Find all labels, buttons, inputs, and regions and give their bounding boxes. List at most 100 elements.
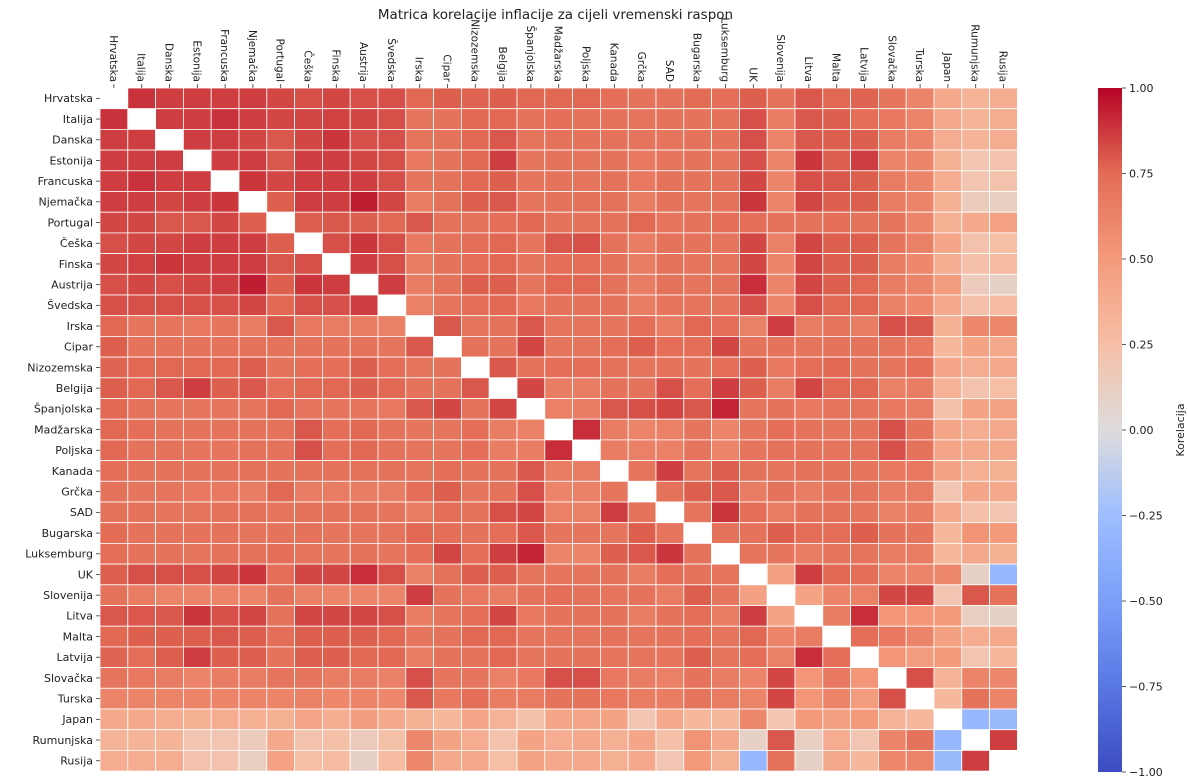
heatmap-cell bbox=[294, 128, 323, 151]
heatmap-cell bbox=[544, 232, 573, 254]
heatmap-cell bbox=[349, 108, 379, 130]
heatmap-cell bbox=[266, 501, 295, 524]
heatmap-cell bbox=[155, 667, 184, 689]
heatmap-cell-diagonal bbox=[711, 543, 740, 565]
heatmap-cell bbox=[516, 750, 546, 772]
heatmap-cell bbox=[794, 750, 824, 772]
heatmap-cell bbox=[238, 87, 268, 110]
heatmap-cell bbox=[488, 480, 518, 503]
heatmap-cell bbox=[349, 563, 379, 586]
heatmap-cell bbox=[850, 501, 879, 524]
heatmap-cell bbox=[127, 356, 157, 379]
heatmap-cell bbox=[600, 232, 629, 254]
heatmap-cell bbox=[460, 294, 490, 317]
heatmap-cell bbox=[210, 128, 240, 151]
heatmap-cell bbox=[544, 356, 573, 379]
heatmap-cell bbox=[266, 149, 295, 172]
heatmap-cell bbox=[544, 543, 573, 565]
heatmap-cell bbox=[794, 729, 824, 751]
row-label: Kanada bbox=[52, 465, 93, 478]
heatmap-cell bbox=[850, 439, 879, 461]
heatmap-cell-diagonal bbox=[294, 232, 323, 254]
heatmap-cell bbox=[961, 87, 990, 110]
heatmap-cell bbox=[516, 646, 546, 669]
heatmap-cell-diagonal bbox=[155, 128, 184, 151]
heatmap-cell bbox=[516, 439, 546, 461]
row-label: Madžarska bbox=[34, 423, 93, 436]
heatmap-cell bbox=[850, 273, 879, 296]
heatmap-cell bbox=[711, 522, 740, 544]
heatmap-cell bbox=[405, 128, 434, 151]
heatmap-cell bbox=[182, 377, 212, 399]
heatmap-cell bbox=[377, 418, 407, 441]
heatmap-cell bbox=[544, 149, 573, 172]
heatmap-cell bbox=[794, 460, 824, 482]
heatmap-cell bbox=[905, 315, 935, 337]
heatmap-cell bbox=[516, 211, 546, 234]
heatmap-cell bbox=[516, 480, 546, 503]
heatmap-cell bbox=[572, 108, 601, 130]
heatmap-cell bbox=[99, 418, 129, 441]
heatmap-cell bbox=[377, 460, 407, 482]
heatmap-cell bbox=[600, 273, 629, 296]
row-label: Italija bbox=[63, 113, 93, 126]
heatmap-cell bbox=[99, 211, 129, 234]
colorbar-gradient bbox=[1098, 88, 1122, 772]
heatmap-cell bbox=[210, 294, 240, 317]
heatmap-cell bbox=[850, 335, 879, 358]
heatmap-cell bbox=[572, 398, 601, 420]
colorbar-tick-label: 0.25 bbox=[1129, 339, 1154, 352]
heatmap-cell bbox=[460, 687, 490, 710]
heatmap-cell bbox=[155, 398, 184, 420]
heatmap-cell bbox=[544, 563, 573, 586]
heatmap-cell bbox=[627, 356, 657, 379]
heatmap-cell bbox=[989, 501, 1018, 524]
heatmap-cell bbox=[210, 273, 240, 296]
column-label: Turska bbox=[913, 47, 925, 82]
heatmap-cell bbox=[961, 294, 990, 317]
column-label: Finska bbox=[329, 49, 341, 82]
heatmap-cell bbox=[766, 128, 796, 151]
row-label: Slovenija bbox=[43, 589, 93, 602]
heatmap-cell bbox=[127, 398, 157, 420]
heatmap-cell bbox=[544, 170, 573, 192]
heatmap-cell bbox=[794, 501, 824, 524]
heatmap-cell bbox=[210, 708, 240, 731]
heatmap-cell bbox=[850, 191, 879, 213]
heatmap-cell bbox=[711, 273, 740, 296]
heatmap-cell bbox=[822, 667, 851, 689]
heatmap-cell bbox=[739, 687, 768, 710]
heatmap-cell bbox=[460, 273, 490, 296]
heatmap-cell bbox=[460, 750, 490, 772]
column-label: Latvija bbox=[858, 47, 870, 82]
heatmap-cell bbox=[600, 128, 629, 151]
heatmap-cell bbox=[210, 232, 240, 254]
heatmap-cell bbox=[627, 232, 657, 254]
heatmap-cell bbox=[460, 87, 490, 110]
heatmap-cell bbox=[433, 149, 462, 172]
heatmap-cell bbox=[238, 398, 268, 420]
heatmap-cell bbox=[349, 625, 379, 648]
heatmap-cell bbox=[377, 687, 407, 710]
heatmap-cell-diagonal bbox=[127, 108, 157, 130]
heatmap-cell bbox=[127, 211, 157, 234]
heatmap-cell bbox=[405, 708, 434, 731]
heatmap-cell bbox=[739, 584, 768, 606]
heatmap-cell bbox=[655, 667, 685, 689]
heatmap-cell bbox=[544, 522, 573, 544]
heatmap-cell bbox=[266, 294, 295, 317]
heatmap-cell bbox=[683, 460, 712, 482]
heatmap-cell bbox=[127, 501, 157, 524]
heatmap-cell bbox=[572, 501, 601, 524]
heatmap-cell bbox=[377, 439, 407, 461]
heatmap-cell bbox=[739, 377, 768, 399]
heatmap-cell bbox=[433, 418, 462, 441]
heatmap-cell bbox=[766, 398, 796, 420]
heatmap-cell bbox=[627, 418, 657, 441]
heatmap-cell bbox=[127, 729, 157, 751]
heatmap-cell bbox=[905, 480, 935, 503]
heatmap-cell bbox=[822, 584, 851, 606]
heatmap-cell bbox=[433, 460, 462, 482]
heatmap-cell bbox=[127, 170, 157, 192]
